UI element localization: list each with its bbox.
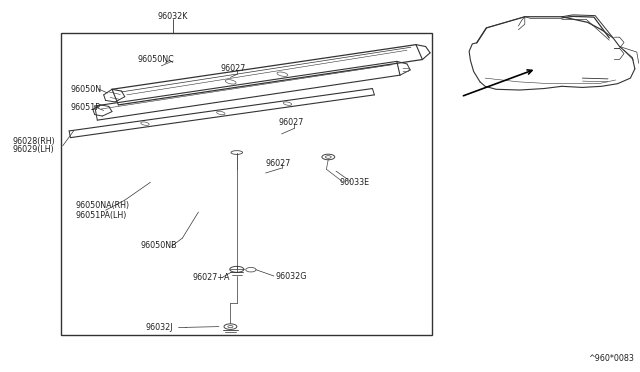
Text: 96032K: 96032K xyxy=(157,12,188,21)
Text: 96032G: 96032G xyxy=(275,272,307,280)
Text: ^960*0083: ^960*0083 xyxy=(588,355,634,363)
Text: 96051P: 96051P xyxy=(70,103,100,112)
Text: 96029(LH): 96029(LH) xyxy=(13,145,54,154)
Bar xyxy=(61,33,432,335)
Text: 96051PA(LH): 96051PA(LH) xyxy=(76,211,127,219)
Text: 96032J: 96032J xyxy=(145,323,173,332)
Text: 96027: 96027 xyxy=(221,64,246,73)
Text: 96033E: 96033E xyxy=(339,178,369,187)
Text: 96050NC: 96050NC xyxy=(138,55,174,64)
Text: 96050NA(RH): 96050NA(RH) xyxy=(76,201,130,210)
Text: 96027+A: 96027+A xyxy=(193,273,230,282)
Text: 96050NB: 96050NB xyxy=(141,241,177,250)
Text: 96050N: 96050N xyxy=(70,85,102,94)
Text: 96027: 96027 xyxy=(266,159,291,168)
Text: 96028(RH): 96028(RH) xyxy=(13,137,56,146)
Text: 96027: 96027 xyxy=(278,118,304,127)
